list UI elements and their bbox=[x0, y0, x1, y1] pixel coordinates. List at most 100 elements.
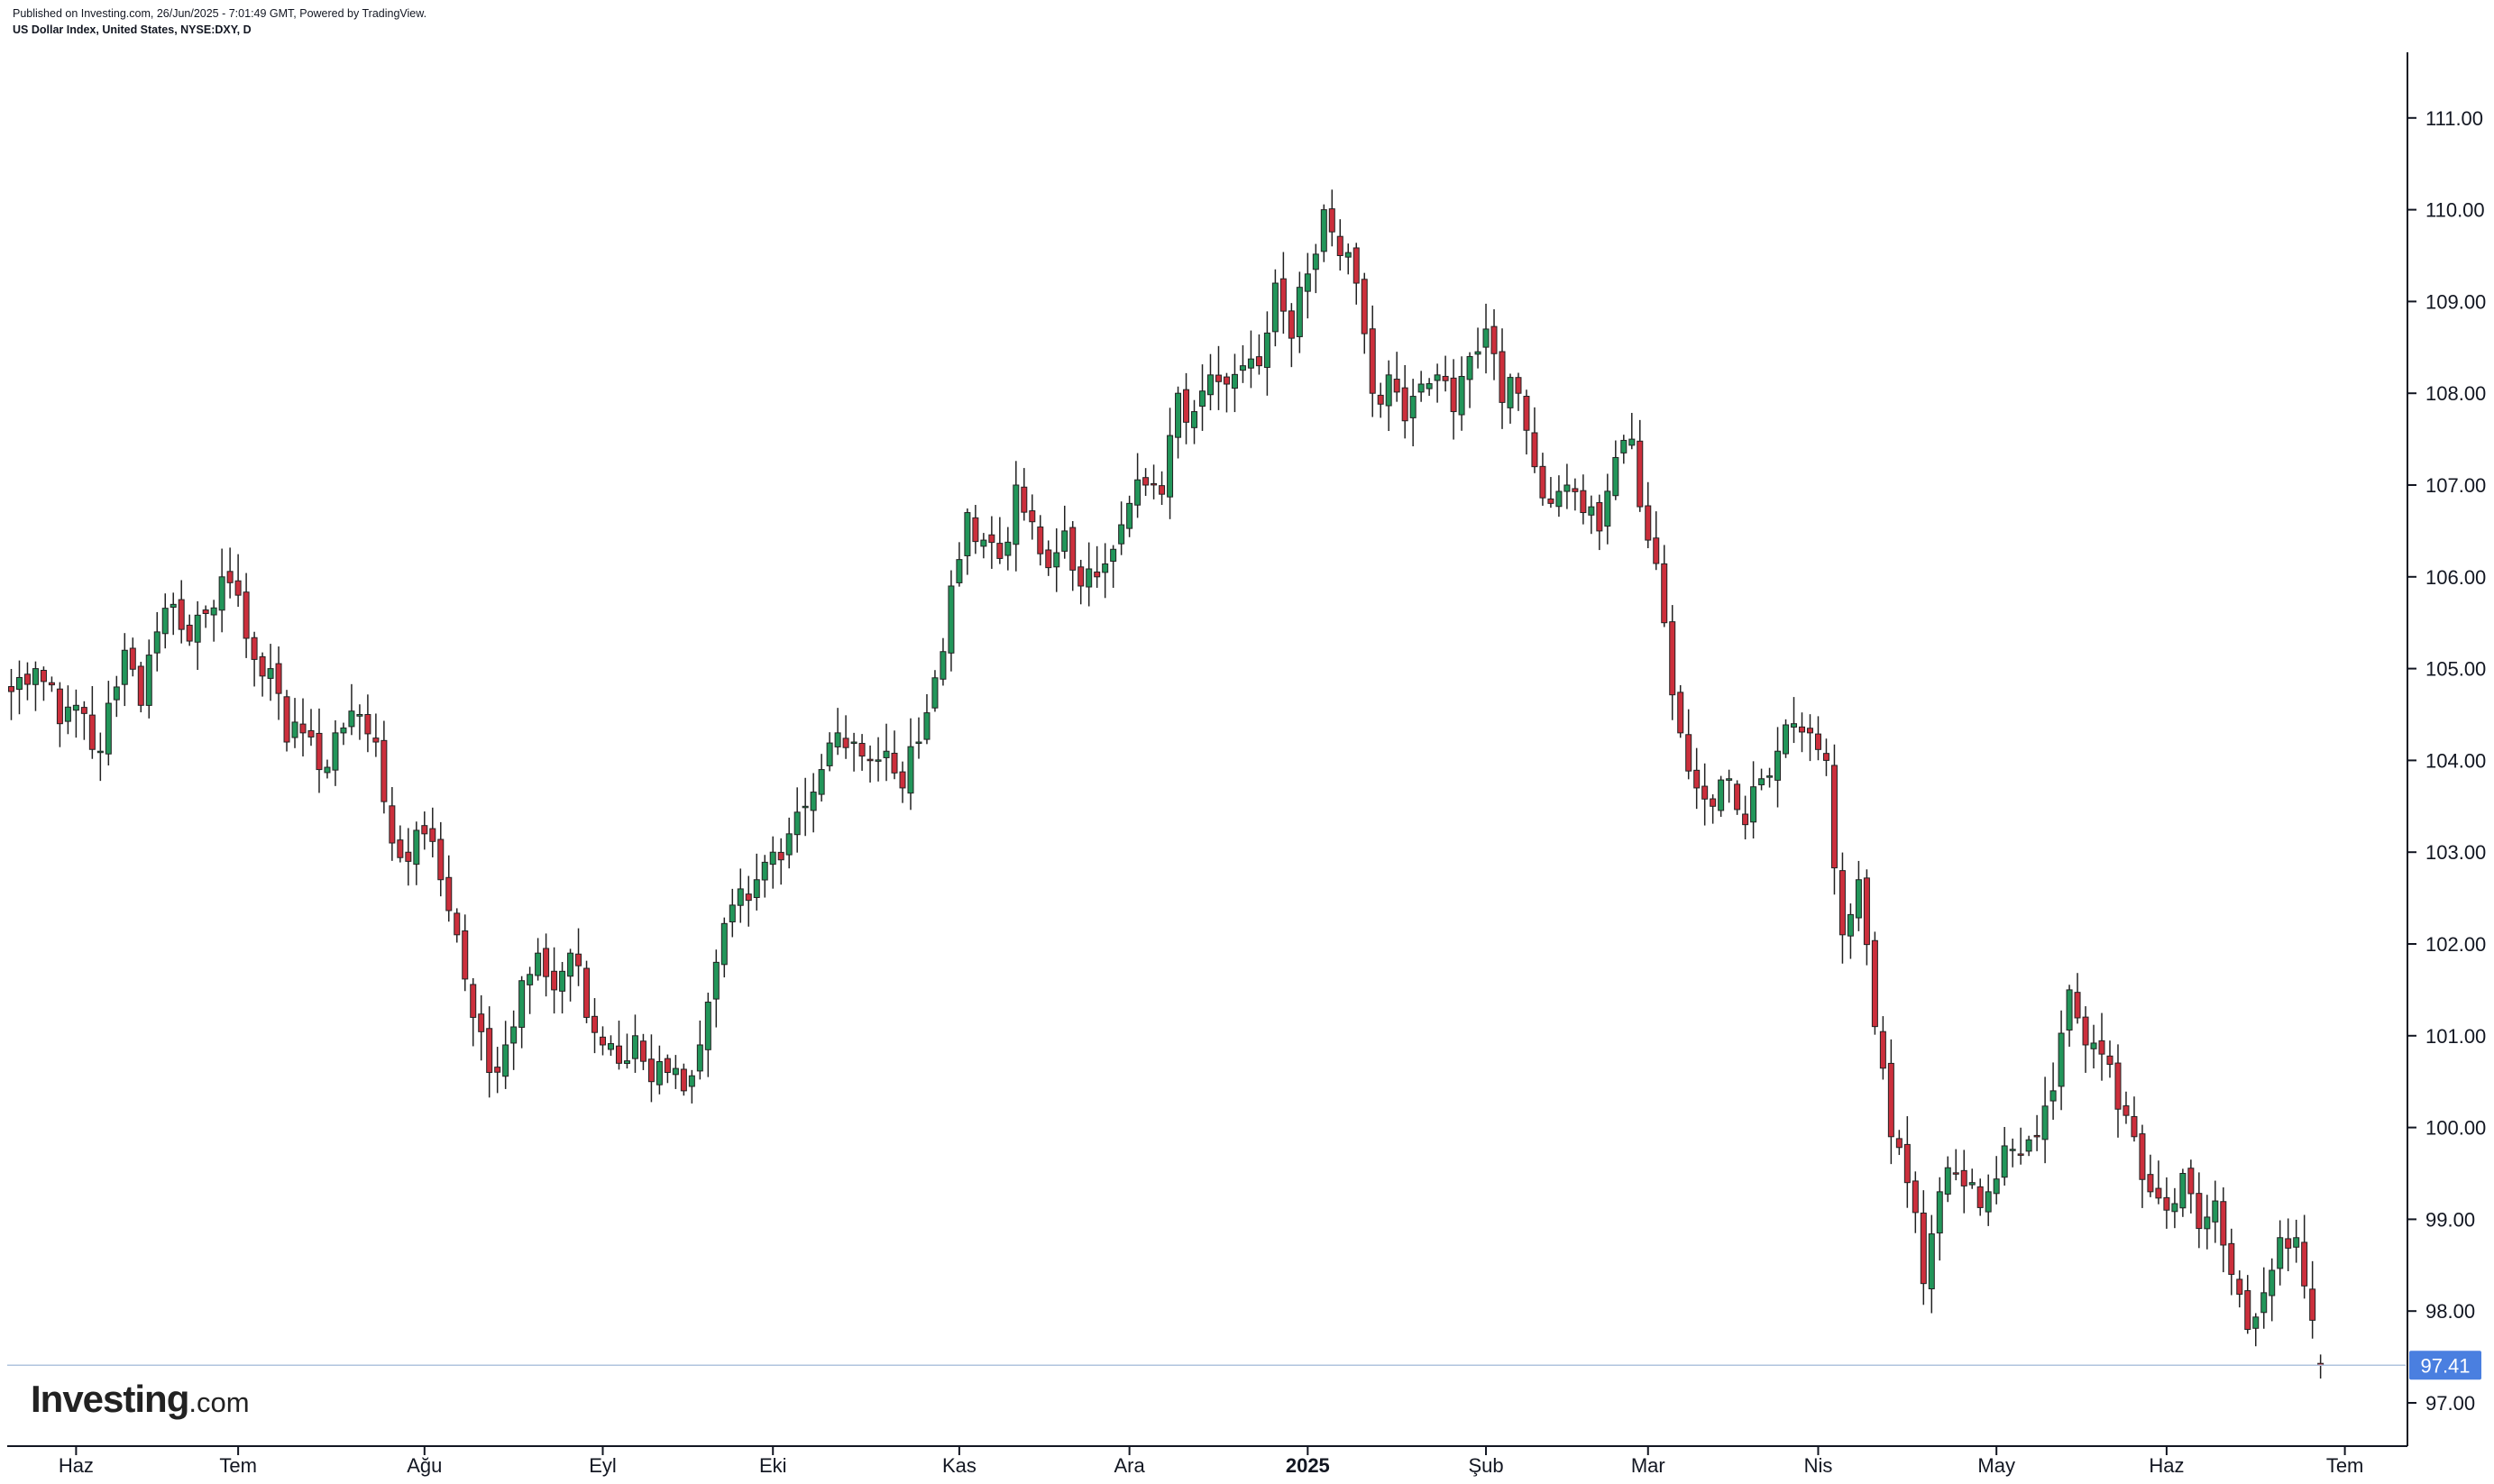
candle-body bbox=[1677, 692, 1684, 734]
y-tick-label: 101.00 bbox=[2425, 1025, 2486, 1048]
candle bbox=[1887, 1039, 1894, 1165]
candle-body bbox=[23, 673, 31, 685]
candle-body bbox=[1271, 282, 1279, 333]
candle-body bbox=[607, 1043, 614, 1050]
candle-body bbox=[551, 970, 558, 991]
candle bbox=[1458, 356, 1465, 431]
candle bbox=[2114, 1044, 2122, 1138]
candle bbox=[1134, 453, 1142, 518]
candle bbox=[600, 1026, 607, 1056]
candle bbox=[48, 676, 55, 692]
candle bbox=[194, 600, 201, 671]
candle-body bbox=[1637, 440, 1644, 508]
candle-body bbox=[1758, 778, 1765, 785]
candle-body bbox=[161, 608, 169, 635]
candle bbox=[1952, 1149, 1959, 1181]
candle bbox=[332, 719, 339, 786]
candle-body bbox=[745, 893, 752, 902]
candle bbox=[1871, 931, 1878, 1035]
candle bbox=[1742, 795, 1749, 840]
candle bbox=[7, 668, 14, 720]
candle-body bbox=[1442, 375, 1449, 381]
candle-body bbox=[615, 1045, 622, 1064]
candle-body bbox=[2041, 1105, 2049, 1140]
candle bbox=[777, 838, 784, 885]
candle-body bbox=[194, 614, 201, 643]
candle-body bbox=[121, 649, 128, 685]
candle bbox=[2033, 1114, 2040, 1151]
candle-body bbox=[639, 1040, 646, 1062]
candle-body bbox=[1255, 356, 1262, 367]
candle-body bbox=[1296, 287, 1303, 337]
candle-body bbox=[1426, 383, 1433, 389]
candle-body bbox=[1783, 724, 1790, 755]
candle-body bbox=[875, 759, 882, 762]
candle-body bbox=[777, 851, 784, 861]
candle-body bbox=[1814, 733, 1821, 750]
candle-body bbox=[2244, 1290, 2251, 1331]
candle-body bbox=[1029, 510, 1036, 523]
candle-body bbox=[1887, 1062, 1894, 1138]
candle bbox=[923, 693, 931, 745]
candle bbox=[883, 723, 890, 782]
candle bbox=[1588, 495, 1595, 535]
candle-body bbox=[1013, 484, 1020, 545]
candle-body bbox=[1231, 373, 1238, 389]
candle-body bbox=[647, 1058, 655, 1083]
candle-body bbox=[1279, 278, 1287, 312]
x-tick-label: Haz bbox=[2149, 1454, 2184, 1477]
candle-body bbox=[1450, 377, 1457, 413]
candle-body bbox=[1320, 209, 1327, 252]
candle-body bbox=[1928, 1233, 1935, 1290]
candle bbox=[1215, 345, 1222, 410]
candle bbox=[437, 821, 445, 897]
candle-body bbox=[243, 591, 250, 639]
candle bbox=[364, 694, 371, 753]
candle bbox=[429, 807, 436, 857]
candle-body bbox=[324, 766, 331, 774]
candle bbox=[1685, 709, 1692, 780]
candle-body bbox=[1895, 1138, 1903, 1149]
candle bbox=[243, 573, 250, 658]
candle-body bbox=[2082, 1016, 2089, 1046]
candle bbox=[1847, 903, 1854, 959]
candle bbox=[1344, 243, 1352, 275]
candle bbox=[1474, 327, 1481, 369]
candle-body bbox=[429, 828, 436, 842]
candle-body bbox=[1369, 328, 1376, 394]
candle bbox=[656, 1045, 663, 1095]
candle-body bbox=[502, 1044, 509, 1077]
candle bbox=[178, 580, 185, 644]
candle-body bbox=[2252, 1316, 2260, 1329]
candle-body bbox=[1774, 750, 1782, 781]
candle bbox=[2179, 1168, 2187, 1217]
candle bbox=[2269, 1258, 2276, 1322]
candle bbox=[2147, 1154, 2154, 1197]
candle bbox=[2098, 1012, 2105, 1081]
candle bbox=[2058, 1010, 2065, 1111]
candle bbox=[1766, 767, 1774, 788]
candle bbox=[2260, 1267, 2268, 1329]
candle bbox=[615, 1021, 622, 1070]
candle-body bbox=[267, 668, 274, 679]
candle-body bbox=[2212, 1200, 2219, 1223]
y-tick-label: 106.00 bbox=[2425, 566, 2486, 589]
candle bbox=[980, 533, 987, 559]
candle-body bbox=[1409, 396, 1417, 418]
candle-body bbox=[518, 980, 526, 1028]
candle bbox=[202, 605, 209, 628]
candle-body bbox=[1726, 778, 1733, 781]
candle bbox=[559, 961, 566, 1014]
candle bbox=[680, 1063, 687, 1096]
candle bbox=[1920, 1190, 1927, 1305]
candle-body bbox=[1838, 870, 1846, 936]
candle-body bbox=[1968, 1182, 1976, 1186]
candle-body bbox=[769, 851, 776, 866]
candle-body bbox=[1523, 396, 1530, 431]
candle-body bbox=[940, 651, 947, 680]
candle bbox=[551, 947, 558, 1014]
candle bbox=[1175, 386, 1182, 459]
candle bbox=[1361, 272, 1368, 354]
candle bbox=[1126, 495, 1133, 537]
